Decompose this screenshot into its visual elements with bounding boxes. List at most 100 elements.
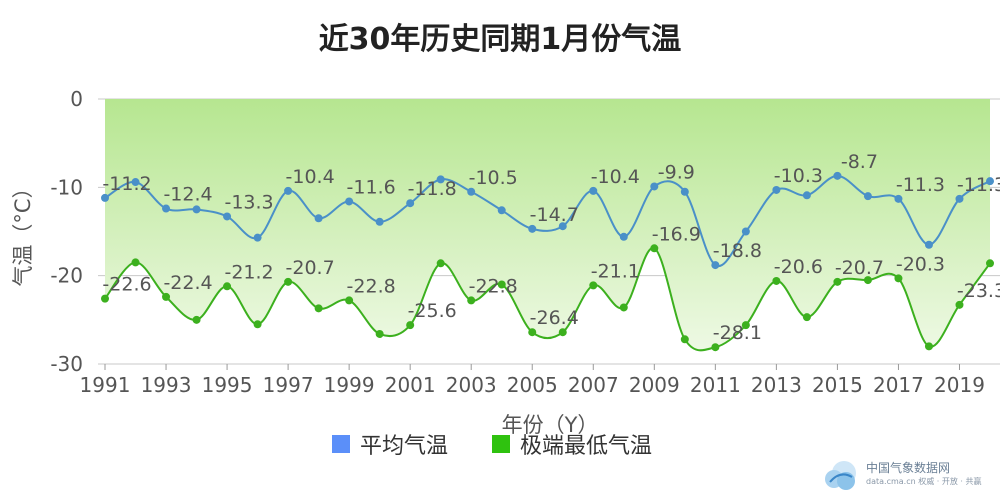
data-label-average: -11.6	[347, 176, 396, 198]
data-label-average: -8.7	[841, 151, 878, 173]
point-extreme-min	[894, 274, 903, 283]
data-label-extreme-min: -26.4	[530, 307, 579, 329]
legend-swatch-extreme-min	[492, 435, 510, 453]
point-extreme-min	[162, 292, 171, 301]
point-extreme-min	[101, 294, 109, 303]
point-extreme-min	[863, 276, 872, 285]
point-average	[558, 222, 567, 231]
point-extreme-min	[589, 281, 598, 290]
x-tick-label: 2001	[385, 373, 436, 397]
point-average	[650, 182, 659, 191]
point-average	[986, 177, 994, 186]
point-average	[406, 199, 415, 208]
point-average	[863, 192, 872, 201]
point-average	[162, 204, 171, 213]
point-average	[314, 214, 323, 223]
point-extreme-min	[406, 321, 415, 330]
point-extreme-min	[345, 296, 354, 305]
legend-item-average[interactable]: 平均气温	[332, 428, 448, 460]
point-extreme-min	[833, 277, 842, 286]
data-label-average: -11.3	[896, 174, 945, 196]
legend-swatch-average	[332, 435, 350, 453]
y-tick-label: -30	[50, 352, 83, 376]
point-extreme-min	[131, 258, 140, 267]
data-label-average: -10.5	[469, 167, 518, 189]
point-average	[497, 206, 506, 215]
y-tick-label: 0	[70, 87, 83, 111]
point-average	[589, 186, 598, 195]
data-label-average: -10.4	[591, 166, 640, 188]
data-label-extreme-min: -28.1	[713, 322, 762, 344]
x-tick-label: 2011	[690, 373, 741, 397]
x-tick-label: 1997	[263, 373, 314, 397]
x-tick-label: 2007	[568, 373, 619, 397]
point-average	[375, 217, 384, 226]
data-label-extreme-min: -21.2	[224, 261, 273, 283]
point-average	[131, 178, 140, 187]
data-label-average: -11.3	[957, 174, 1000, 196]
data-label-average: -10.4	[286, 166, 335, 188]
x-tick-label: 2013	[751, 373, 802, 397]
point-extreme-min	[375, 329, 384, 338]
point-average	[802, 191, 811, 200]
point-average	[619, 232, 628, 241]
data-label-extreme-min: -23.3	[957, 280, 1000, 302]
watermark-name: 中国气象数据网	[866, 461, 951, 475]
series-areas	[105, 99, 990, 351]
data-label-average: -10.3	[774, 165, 823, 187]
point-extreme-min	[497, 280, 506, 289]
point-average	[101, 193, 109, 202]
point-average	[253, 233, 262, 242]
x-tick-label: 1993	[141, 373, 192, 397]
data-label-extreme-min: -22.8	[469, 275, 518, 297]
data-label-average: -14.7	[530, 204, 579, 226]
x-tick-label: 2003	[446, 373, 497, 397]
x-tick-label: 2015	[812, 373, 863, 397]
point-average	[467, 187, 476, 196]
point-extreme-min	[558, 328, 567, 337]
data-label-extreme-min: -16.9	[652, 223, 701, 245]
point-extreme-min	[253, 320, 262, 329]
data-label-extreme-min: -21.1	[591, 260, 640, 282]
point-extreme-min	[192, 315, 201, 324]
area-extreme-min	[105, 99, 990, 351]
data-label-average: -11.2	[102, 173, 151, 195]
point-extreme-min	[711, 343, 720, 352]
data-label-extreme-min: -20.6	[774, 256, 823, 278]
point-average	[436, 175, 445, 184]
x-tick-label: 1991	[80, 373, 131, 397]
data-label-average: -9.9	[658, 161, 695, 183]
legend-item-extreme-min[interactable]: 极端最低气温	[492, 428, 652, 460]
data-label-extreme-min: -20.3	[896, 253, 945, 275]
point-average	[711, 261, 720, 270]
point-extreme-min	[772, 276, 781, 285]
y-tick-label: -20	[50, 264, 83, 288]
data-label-average: -11.8	[408, 178, 457, 200]
point-average	[741, 227, 750, 236]
point-extreme-min	[986, 259, 994, 268]
data-label-average: -12.4	[163, 184, 212, 206]
legend-label-extreme-min: 极端最低气温	[520, 434, 653, 459]
point-extreme-min	[223, 282, 232, 291]
data-label-extreme-min: -22.8	[347, 275, 396, 297]
data-labels: -11.2 -12.4 -13.3 -10.4 -11.6 -11.8 -10.5 -14.7…	[102, 151, 1000, 344]
data-label-extreme-min: -22.6	[102, 274, 151, 296]
point-average	[772, 185, 781, 194]
x-tick-label: 2005	[507, 373, 558, 397]
data-label-extreme-min: -22.4	[163, 272, 212, 294]
data-label-extreme-min: -20.7	[835, 257, 884, 279]
data-label-extreme-min: -20.7	[286, 257, 335, 279]
data-label-extreme-min: -25.6	[408, 300, 457, 322]
x-tick-label: 1999	[324, 373, 375, 397]
point-average	[955, 194, 964, 203]
watermark-subtitle: data.cma.cn 权威 · 开放 · 共赢	[866, 477, 982, 486]
x-tick-label: 2019	[934, 373, 985, 397]
point-average	[192, 205, 201, 214]
point-average	[528, 224, 537, 233]
point-average	[833, 171, 842, 180]
point-average	[223, 212, 232, 221]
point-extreme-min	[924, 342, 933, 351]
point-extreme-min	[467, 296, 476, 305]
point-average	[894, 194, 903, 203]
